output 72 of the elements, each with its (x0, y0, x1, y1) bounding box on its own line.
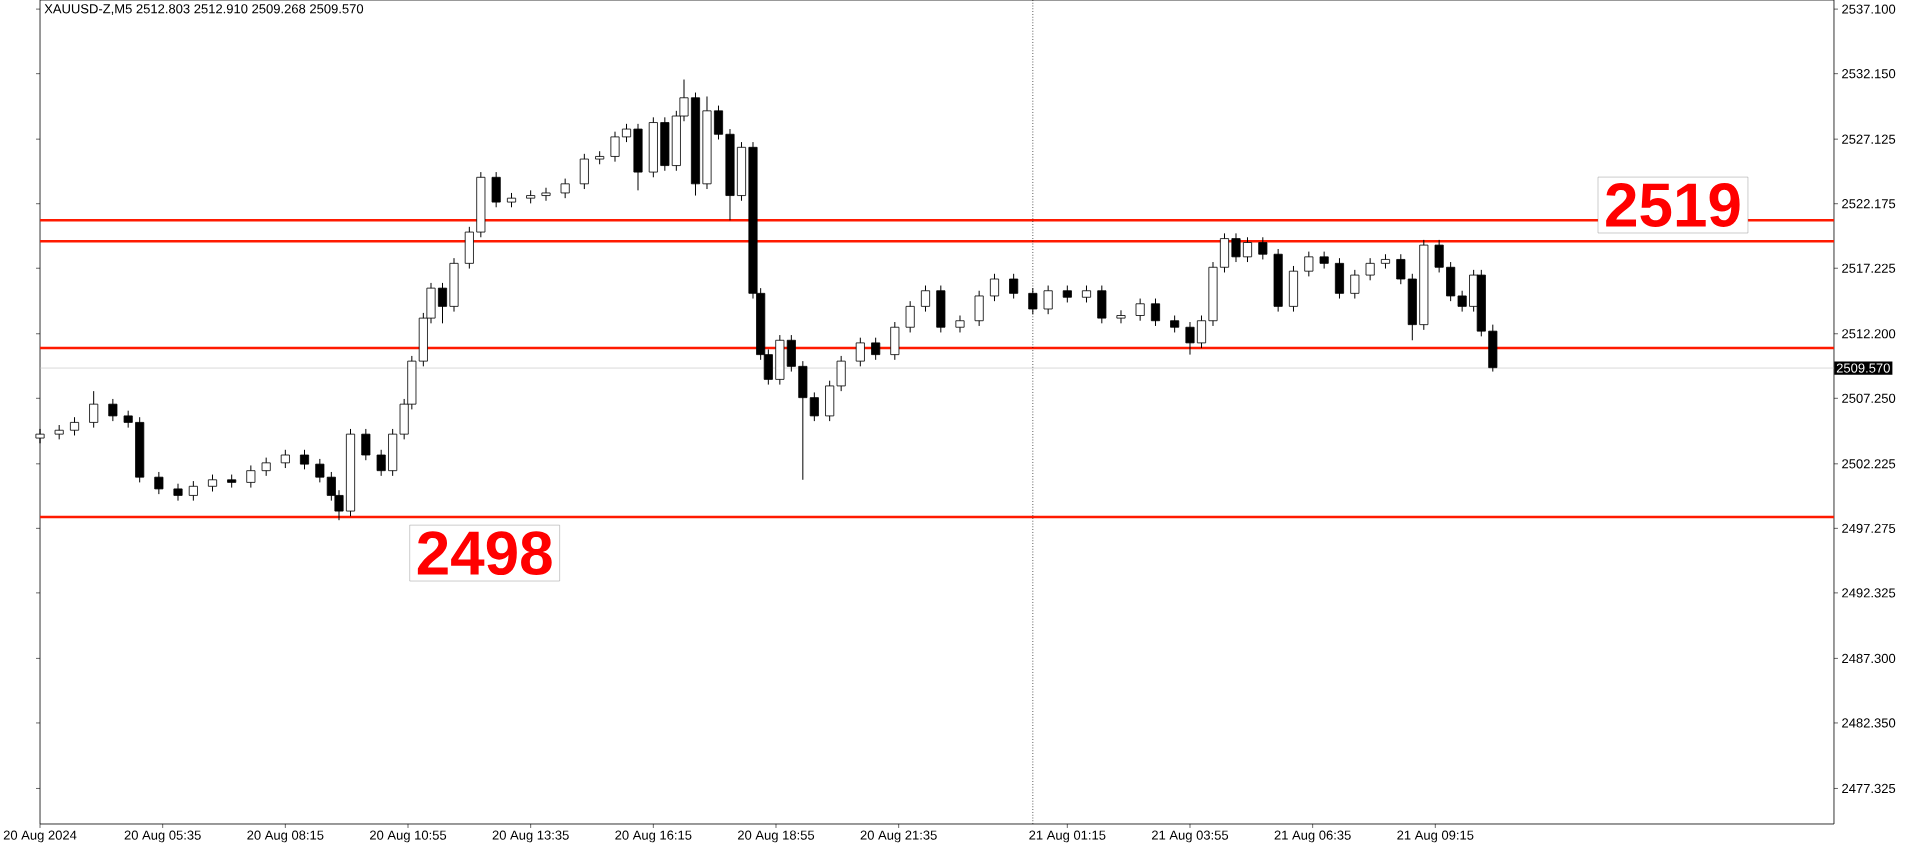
x-tick-label: 20 Aug 16:15 (615, 830, 692, 843)
candlestick (1457, 290, 1467, 313)
candlestick (1150, 298, 1161, 327)
candlestick (855, 337, 865, 367)
candlestick (905, 300, 915, 333)
x-tick-label: 20 Aug 2024 (3, 830, 77, 843)
y-tick-label: 2537.100 (1842, 4, 1896, 14)
candlestick (173, 483, 183, 502)
candlestick (89, 390, 99, 429)
candlestick (560, 178, 570, 199)
candlestick (920, 285, 931, 313)
candlestick (713, 105, 724, 140)
candlestick (437, 282, 448, 324)
x-tick-label: 20 Aug 18:55 (737, 830, 815, 843)
y-tick-label: 2482.350 (1842, 718, 1896, 728)
x-tick-label: 20 Aug 08:15 (247, 830, 324, 843)
candlestick (1242, 236, 1253, 263)
candlestick (871, 337, 881, 361)
candlestick (541, 187, 551, 202)
x-tick-label: 21 Aug 03:55 (1151, 830, 1229, 843)
candlestick (154, 471, 164, 495)
x-tick-label: 21 Aug 09:15 (1397, 830, 1474, 843)
candlestick (1231, 232, 1241, 263)
x-tick-label: 20 Aug 10:55 (369, 830, 447, 843)
candlestick (1258, 236, 1268, 260)
y-tick-label: 2502.225 (1842, 459, 1896, 469)
candlestick (1434, 239, 1444, 273)
annotation: 2519 (1606, 183, 1740, 227)
x-tick-label: 21 Aug 01:15 (1029, 830, 1106, 843)
candlestick (1396, 253, 1406, 285)
x-tick-label: 20 Aug 21:35 (860, 830, 937, 843)
candlestick (1304, 251, 1314, 277)
y-tick-label: 2497.275 (1842, 523, 1896, 533)
ref-line-label: 2509.570 (1836, 363, 1890, 373)
candlestick (261, 457, 271, 477)
candlestick (1365, 257, 1375, 281)
candlestick (246, 464, 256, 489)
candlestick (361, 428, 371, 461)
candlestick (610, 131, 620, 163)
candlestick (108, 398, 118, 422)
candlestick (955, 315, 965, 333)
candlestick (1135, 298, 1145, 322)
y-tick-label: 2492.325 (1842, 588, 1896, 598)
candlestick (315, 458, 325, 483)
y-tick-label: 2512.200 (1842, 329, 1896, 339)
candlestick (1116, 309, 1126, 324)
chart-title: XAUUSD-Z,M5 2512.803 2512.910 2509.268 2509.570 (44, 4, 364, 15)
candlestick (1009, 273, 1019, 300)
candlestick (69, 416, 80, 436)
candlestick (989, 273, 1000, 302)
y-tick-label: 2532.150 (1842, 69, 1896, 79)
y-tick-label: 2527.125 (1842, 134, 1896, 144)
candlestick (376, 449, 386, 477)
y-tick-label: 2517.225 (1842, 263, 1896, 273)
candlestick (1196, 315, 1207, 349)
candlestick (1319, 251, 1329, 270)
y-tick-label: 2522.175 (1842, 199, 1896, 209)
candlestick (621, 123, 632, 143)
candlestick (280, 449, 290, 469)
y-tick-label: 2487.300 (1842, 653, 1896, 663)
candlestick (1350, 269, 1360, 300)
x-tick-label: 20 Aug 05:35 (124, 830, 201, 843)
candlestick (299, 449, 310, 470)
y-tick-label: 2507.250 (1842, 393, 1896, 403)
candlestick (188, 480, 198, 502)
x-tick-label: 20 Aug 13:35 (492, 830, 569, 843)
y-tick-label: 2477.325 (1842, 783, 1896, 794)
candlestick (1185, 321, 1195, 356)
candlestick (1043, 285, 1053, 315)
candlestick (809, 391, 819, 422)
annotation: 2498 (417, 531, 552, 576)
x-tick-label: 21 Aug 06:35 (1274, 830, 1351, 843)
